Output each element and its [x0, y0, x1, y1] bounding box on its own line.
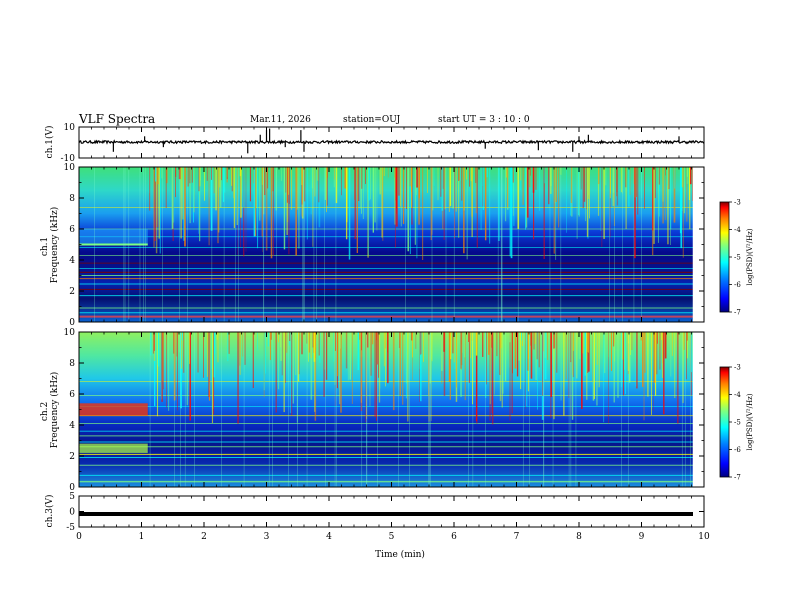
panel4-ytick-label: 0: [69, 508, 75, 518]
ch2-spectrogram-ylabel: ch.2 Frequency (kHz): [40, 372, 60, 449]
colorbar-tick-label: -4: [734, 226, 741, 234]
ch1-colorbar-label: log(PSD)(V²/Hz): [746, 228, 754, 285]
colorbar-tick-label: -3: [734, 199, 741, 207]
ch2-channel-label: ch.2: [40, 402, 50, 421]
ch1-waveform-panel: [78, 126, 705, 159]
colorbar-tick-label: -4: [734, 391, 741, 399]
date-label: Mar.11, 2026: [250, 115, 311, 125]
spectrogram-initial-band: [79, 403, 148, 416]
x-tick-label: 8: [576, 532, 582, 542]
ch1-waveform-trace: [79, 139, 704, 145]
panel1-ytick-label: 10: [64, 123, 76, 133]
x-tick-label: 9: [639, 532, 645, 542]
ch2-colorbar-label: log(PSD)(V²/Hz): [746, 393, 754, 450]
ch2-colorbar: -3 -4 -5 -6 -7 log(PSD)(V²/Hz): [719, 364, 754, 482]
x-tick-label: 0: [76, 532, 82, 542]
ch3-waveform-ylabel: ch.3(V): [44, 495, 55, 528]
ch1-waveform-ylabel: ch.1(V): [44, 126, 55, 159]
x-tick-label: 6: [451, 532, 457, 542]
panel2-ytick-label: 2: [69, 287, 75, 297]
panel3-ytick-label: 4: [69, 421, 75, 431]
spectrogram-no-data: [692, 167, 704, 322]
spectrogram-no-data: [692, 332, 704, 487]
x-tick-label: 10: [698, 532, 710, 542]
spectrogram-initial-band: [79, 229, 148, 245]
x-tick-label: 5: [389, 532, 395, 542]
panel3-ytick-label: 8: [69, 359, 75, 369]
panel1-ytick-label: -10: [61, 154, 76, 164]
x-axis-label: Time (min): [375, 549, 425, 560]
spectrogram-initial-band: [79, 443, 148, 453]
colorbar-tick-label: -5: [734, 419, 741, 427]
panel4-ytick-label: -5: [66, 523, 75, 533]
panel3-ytick-label: 2: [69, 452, 75, 462]
ch1-spectrogram-panel: [78, 166, 705, 323]
ch1-spectrogram-ylabel: ch.1 Frequency (kHz): [40, 207, 60, 284]
panel2-ytick-label: 0: [69, 318, 75, 328]
panel4-ytick-label: 5: [69, 492, 75, 502]
panel2-ytick-label: 4: [69, 256, 75, 266]
colorbar-tick-label: -5: [734, 254, 741, 262]
ch3-waveform-panel: [78, 495, 705, 528]
colorbar-tick-label: -7: [734, 309, 741, 317]
station-label: station=OUJ: [343, 115, 401, 125]
x-tick-label: 2: [201, 532, 207, 542]
ch1-channel-label: ch.1: [40, 237, 50, 256]
colorbar-tick-label: -6: [734, 446, 741, 454]
panel2-ytick-label: 6: [69, 225, 75, 235]
x-tick-label: 1: [139, 532, 145, 542]
ch2-spectrogram-panel: [78, 331, 705, 488]
colorbar-tick-label: -3: [734, 364, 741, 372]
colorbar-tick-label: -6: [734, 281, 741, 289]
x-tick-label: 4: [326, 532, 332, 542]
panel3-ytick-label: 0: [69, 483, 75, 493]
panel2-ytick-label: 8: [69, 194, 75, 204]
ch2-frequency-label: Frequency (kHz): [49, 372, 60, 449]
x-tick-label: 7: [514, 532, 520, 542]
panel3-ytick-label: 10: [64, 328, 76, 338]
x-tick-label: 3: [264, 532, 270, 542]
start-time-label: start UT = 3 : 10 : 0: [438, 115, 530, 125]
panel3-ytick-label: 6: [69, 390, 75, 400]
panel2-ytick-label: 10: [64, 163, 76, 173]
ch1-frequency-label: Frequency (kHz): [49, 207, 60, 284]
ch1-colorbar: -3 -4 -5 -6 -7 log(PSD)(V²/Hz): [719, 199, 754, 317]
colorbar-tick-label: -7: [734, 474, 741, 482]
figure-title: VLF Spectra: [79, 112, 156, 126]
